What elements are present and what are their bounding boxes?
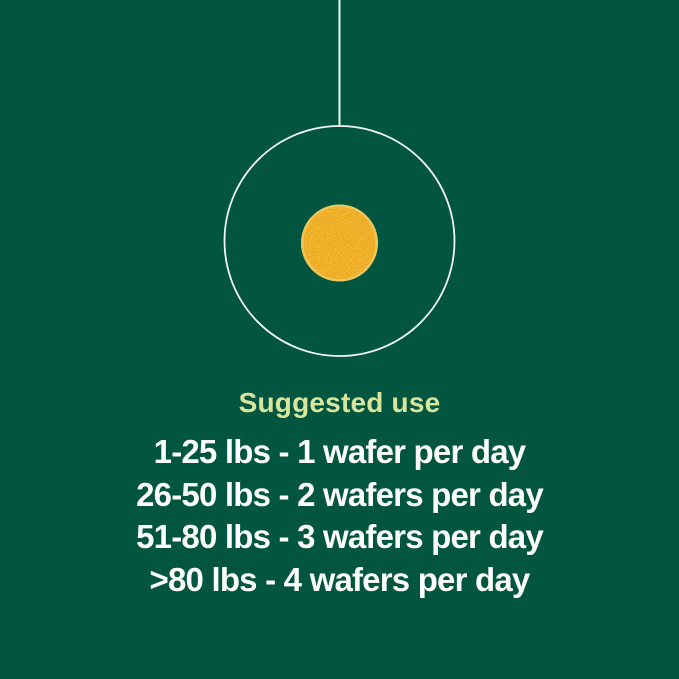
dosage-line-4: >80 lbs - 4 wafers per day bbox=[149, 560, 531, 598]
suggested-use-heading: Suggested use bbox=[238, 387, 441, 418]
dosage-table: 1-25 lbs - 1 wafer per day 26-50 lbs - 2… bbox=[0, 431, 679, 601]
dosage-line-3: 51-80 lbs - 3 wafers per day bbox=[136, 518, 544, 555]
dosage-line-1: 1-25 lbs - 1 wafer per day bbox=[153, 433, 527, 470]
spotlight-circle bbox=[223, 125, 456, 357]
wafer-icon bbox=[301, 204, 378, 282]
dosage-line-2: 26-50 lbs - 2 wafers per day bbox=[136, 475, 544, 513]
hero-graphic bbox=[223, 0, 456, 357]
